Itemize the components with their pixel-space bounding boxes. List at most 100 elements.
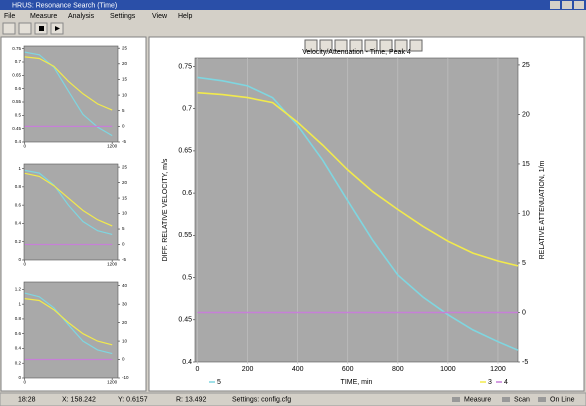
close-button[interactable] (574, 1, 584, 9)
y2-tick-label: -5 (522, 359, 528, 366)
menu-item[interactable]: Settings (110, 13, 136, 20)
chart-tool[interactable] (349, 39, 363, 52)
y2-tick-label: 0 (522, 309, 526, 316)
series-line (24, 292, 113, 355)
status-bar: 18:28 X: 158.242 Y: 0.6157 R: 13.492 Set… (0, 392, 586, 406)
y-tick-label: 0.4 (15, 221, 22, 226)
chart-tool[interactable] (334, 39, 348, 52)
minimize-button[interactable] (550, 1, 560, 9)
chart-toolbar (304, 39, 423, 52)
y2-tick-label: 30 (122, 301, 128, 306)
y2-tick-label: 15 (122, 195, 128, 200)
y-tick-label: 0.6 (15, 331, 22, 336)
x-tick-label: 1200 (107, 380, 118, 385)
y-tick-label: 0.75 (178, 63, 192, 70)
tool-button[interactable] (2, 22, 16, 35)
chart-tool[interactable] (304, 39, 318, 52)
status-indicator (452, 397, 460, 402)
plot-area (23, 45, 119, 143)
status-x: X: 158.242 (62, 396, 96, 403)
x-tick-label: 0 (196, 366, 200, 373)
y2-tick-label: -5 (122, 257, 126, 262)
y-tick-label: 0.4 (182, 359, 192, 366)
menu-item[interactable]: Analysis (68, 13, 95, 20)
legend-label: 4 (504, 379, 508, 386)
y-tick-label: 0 (18, 257, 21, 262)
y2-tick-label: 10 (122, 211, 128, 216)
x-tick-label: 600 (342, 366, 354, 373)
y-tick-label: 0.5 (15, 113, 22, 118)
x-axis-label: TIME, min (341, 379, 373, 386)
y2-tick-label: 20 (122, 320, 128, 325)
y-tick-label: 0.5 (182, 274, 192, 281)
series-line (24, 172, 113, 227)
x-tick-label: 1000 (440, 366, 456, 373)
plot-area (23, 163, 119, 261)
maximize-button[interactable] (562, 1, 572, 9)
status-bg (0, 392, 586, 406)
menu-item[interactable]: Measure (30, 13, 57, 20)
y2-tick-label: 20 (522, 111, 530, 118)
chart-tool[interactable] (394, 39, 408, 52)
y2-tick-label: 10 (522, 210, 530, 217)
y-tick-label: 0.4 (15, 139, 22, 144)
y-tick-label: 0.6 (15, 202, 22, 207)
menu-item[interactable]: File (4, 13, 15, 20)
y-tick-label: 0 (18, 375, 21, 380)
chart-tool[interactable] (379, 39, 393, 52)
y2-tick-label: 25 (122, 45, 128, 50)
status-indicator (502, 397, 510, 402)
y-tick-label: 0.55 (12, 99, 21, 104)
y-tick-label: 0.8 (15, 316, 22, 321)
y2-axis-label: RELATIVE ATTENUATION, 1/m (539, 160, 546, 259)
y2-tick-label: -5 (122, 139, 126, 144)
chart-title: Velocity/Attenuation - Time, Peak 4 (302, 49, 411, 56)
toolbar (2, 22, 64, 35)
y-tick-label: 0.65 (178, 148, 192, 155)
y2-tick-label: 20 (122, 180, 128, 185)
stop-icon (39, 26, 44, 31)
tool-button[interactable] (18, 22, 32, 35)
series-line (197, 91, 519, 267)
chart-tool[interactable] (319, 39, 333, 52)
plot-area (23, 281, 119, 379)
y2-tick-label: 0 (122, 357, 125, 362)
status-time: 18:28 (18, 396, 36, 403)
play-icon (55, 26, 60, 31)
series-line (24, 56, 113, 111)
y2-tick-label: 25 (522, 62, 530, 69)
menu-item[interactable]: Help (178, 13, 193, 20)
y-tick-label: 0.2 (15, 239, 22, 244)
x-tick-label: 800 (392, 366, 404, 373)
y-tick-label: 1 (18, 166, 21, 171)
x-tick-label: 1200 (107, 144, 118, 149)
chart-tool[interactable] (364, 39, 378, 52)
charts: 0 200 400 600 800 1000 12000.40.450.50.550.60.… (12, 45, 546, 385)
menu-item[interactable]: View (152, 13, 168, 20)
y2-tick-label: 15 (122, 77, 128, 82)
y-tick-label: 0.7 (15, 59, 22, 64)
window-title: HRUS: Resonance Search (Time) (12, 2, 117, 9)
y2-tick-label: -10 (122, 375, 129, 380)
y-tick-label: 1.2 (15, 287, 22, 292)
series-line (24, 169, 113, 235)
y-tick-label: 0.65 (12, 73, 21, 78)
y2-tick-label: 5 (122, 108, 125, 113)
y2-tick-label: 0 (122, 242, 125, 247)
y-tick-label: 0.45 (178, 317, 192, 324)
status-y: Y: 0.6157 (118, 396, 148, 403)
plot-area (194, 57, 519, 363)
y2-tick-label: 10 (122, 338, 128, 343)
y2-tick-label: 5 (122, 226, 125, 231)
legend-label: 5 (217, 379, 221, 386)
status-scan: Scan (514, 396, 530, 403)
title-bar (0, 0, 586, 10)
y-tick-label: 0.8 (15, 184, 22, 189)
y-tick-label: 0.6 (182, 190, 192, 197)
chart-tool[interactable] (409, 39, 423, 52)
y-tick-label: 0.55 (178, 232, 192, 239)
status-online: On Line (550, 396, 575, 403)
y2-tick-label: 10 (122, 92, 128, 97)
y-tick-label: 0.6 (15, 86, 22, 91)
